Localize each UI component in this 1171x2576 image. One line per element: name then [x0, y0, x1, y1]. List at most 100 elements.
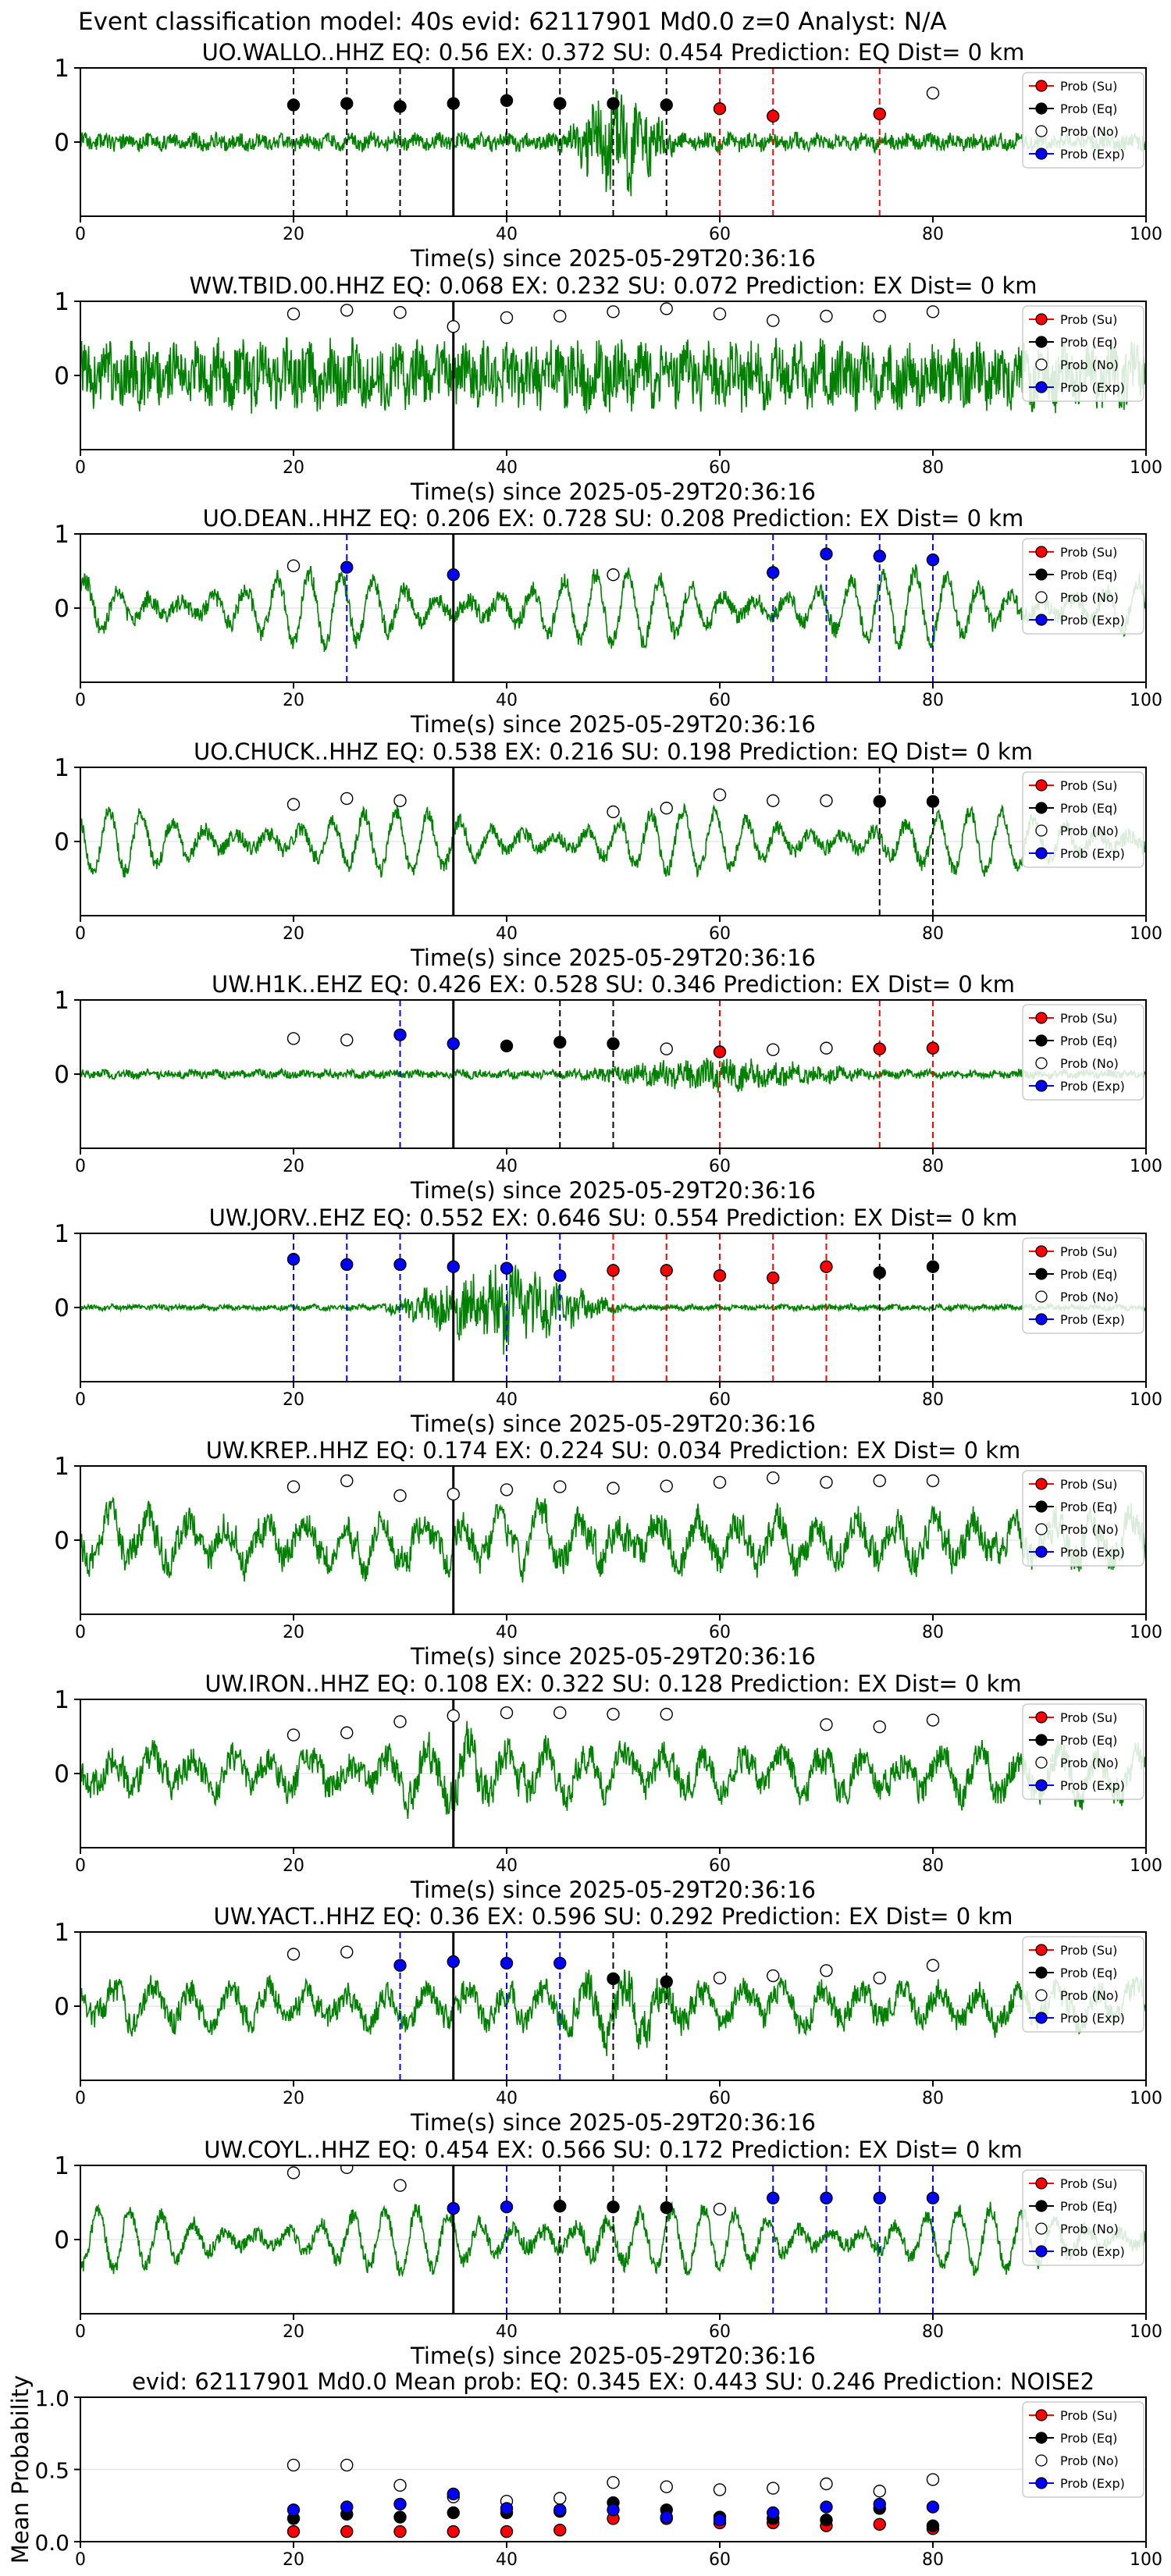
legend-label: Prob (Eq)	[1060, 2199, 1117, 2214]
prob-point	[500, 1039, 514, 1053]
prob-point	[287, 307, 301, 321]
prob-point	[393, 1715, 407, 1728]
legend-label: Prob (No)	[1060, 358, 1119, 372]
legend-marker	[1035, 80, 1048, 92]
mean-prob-point	[447, 2487, 460, 2501]
legend-label: Prob (Su)	[1060, 1477, 1117, 1492]
legend-marker	[1035, 591, 1048, 603]
prob-point	[607, 1482, 620, 1495]
x-tick-label: 40	[496, 1623, 518, 1642]
legend: Prob (Su) Prob (Eq) Prob (No) Prob (Exp)	[1022, 1004, 1144, 1101]
prob-point	[926, 305, 940, 318]
x-tick-label: 100	[1130, 924, 1162, 944]
prob-point	[926, 1260, 940, 1273]
mean-prob-point	[393, 2510, 407, 2524]
waveform-trace	[80, 336, 1146, 414]
mean-prob-point	[873, 2517, 886, 2532]
legend-marker	[1035, 381, 1048, 393]
panel-title: UW.JORV..EHZ EQ: 0.552 EX: 0.646 SU: 0.5…	[209, 1204, 1018, 1231]
waveform-trace	[80, 2201, 1146, 2278]
x-tick-label: 60	[709, 2089, 731, 2108]
x-tick-label: 40	[496, 691, 518, 710]
y-axis-label: Mean Probability	[7, 2375, 34, 2564]
y-tick-label: 0	[54, 1294, 69, 1322]
legend-box	[1022, 2401, 1144, 2498]
x-axis-label: Time(s) since 2025-05-29T20:36:16	[410, 711, 816, 738]
x-tick-label: 20	[283, 2550, 304, 2570]
prob-point	[607, 305, 620, 318]
prob-point	[820, 1475, 833, 1489]
prob-point	[340, 1726, 354, 1739]
y-tick-label: 1	[54, 55, 69, 83]
waveform-trace	[80, 564, 1146, 653]
prob-point	[607, 1707, 620, 1721]
prob-point	[926, 87, 940, 100]
mean-prob-point	[340, 2458, 354, 2472]
mean-prob-point	[393, 2497, 407, 2511]
y-tick-label: 0	[54, 2226, 69, 2254]
legend-marker	[1035, 1080, 1048, 1092]
panel-7: UW.KREP..HHZ EQ: 0.174 EX: 0.224 SU: 0.0…	[54, 1437, 1162, 1670]
y-tick-label: 1	[54, 1686, 69, 1714]
y-tick-label: 0.5	[34, 2458, 69, 2484]
prob-point	[553, 1035, 567, 1049]
x-tick-label: 20	[283, 2089, 304, 2108]
x-tick-label: 80	[922, 2089, 944, 2108]
prob-point	[340, 792, 354, 806]
prob-point	[713, 2202, 727, 2216]
prob-point	[500, 2200, 514, 2214]
plot-area	[80, 2165, 1146, 2314]
legend: Prob (Su) Prob (Eq) Prob (No) Prob (Exp)	[1022, 1237, 1144, 1334]
legend-label: Prob (No)	[1060, 1290, 1119, 1304]
x-tick-label: 60	[709, 2322, 731, 2342]
mean-prob-point	[287, 2503, 301, 2517]
y-tick-label: 1	[54, 1220, 69, 1248]
x-tick-label: 80	[922, 2550, 944, 2570]
prob-point	[713, 1045, 727, 1059]
panel-title: UW.YACT..HHZ EQ: 0.36 EX: 0.596 SU: 0.29…	[213, 1903, 1013, 1930]
legend-marker	[1035, 1500, 1048, 1513]
mean-prob-point	[287, 2458, 301, 2472]
plot-area	[80, 1000, 1146, 1148]
prob-point	[447, 1260, 460, 1273]
y-tick-label: 1	[54, 288, 69, 316]
y-tick-label: 1.0	[34, 2386, 69, 2411]
x-tick-label: 100	[1130, 1856, 1162, 1876]
prob-point	[553, 1480, 567, 1493]
prob-point	[287, 1032, 301, 1045]
x-tick-label: 60	[709, 1390, 731, 1410]
x-tick-label: 60	[709, 1856, 731, 1876]
prob-point	[500, 311, 514, 325]
x-tick-label: 100	[1130, 2089, 1162, 2108]
legend: Prob (Su) Prob (Eq) Prob (No) Prob (Exp)	[1022, 72, 1144, 169]
plot-area	[287, 2458, 940, 2539]
legend-marker	[1035, 1478, 1048, 1490]
legend: Prob (Su) Prob (Eq) Prob (No) Prob (Exp)	[1022, 1936, 1144, 2033]
x-tick-label: 20	[283, 924, 304, 944]
plot-area	[80, 1233, 1146, 1382]
legend-box	[1022, 305, 1144, 402]
legend-label: Prob (Eq)	[1060, 1733, 1117, 1748]
prob-point	[713, 307, 727, 321]
mean-prob-point	[553, 2523, 567, 2537]
mean-prob-point	[607, 2503, 620, 2517]
prob-point	[873, 2191, 886, 2205]
prob-point	[553, 309, 567, 323]
y-tick-label: 1	[54, 521, 69, 549]
legend-marker	[1035, 148, 1048, 160]
legend-marker	[1035, 779, 1048, 792]
figure-title: Event classification model: 40s evid: 62…	[78, 8, 947, 36]
waveform-trace	[80, 1720, 1146, 1820]
legend-label: Prob (No)	[1060, 124, 1119, 139]
prob-point	[447, 568, 460, 582]
prob-point	[500, 1956, 514, 1970]
legend-marker	[1035, 2432, 1048, 2444]
legend-label: Prob (Exp)	[1060, 380, 1125, 395]
prob-point	[820, 1041, 833, 1055]
prob-point	[926, 1041, 940, 1055]
x-tick-label: 80	[922, 1157, 944, 1176]
legend-box	[1022, 1470, 1144, 1567]
prob-point	[873, 1971, 886, 1985]
x-tick-label: 80	[922, 924, 944, 944]
legend-label: Prob (Eq)	[1060, 2431, 1117, 2446]
